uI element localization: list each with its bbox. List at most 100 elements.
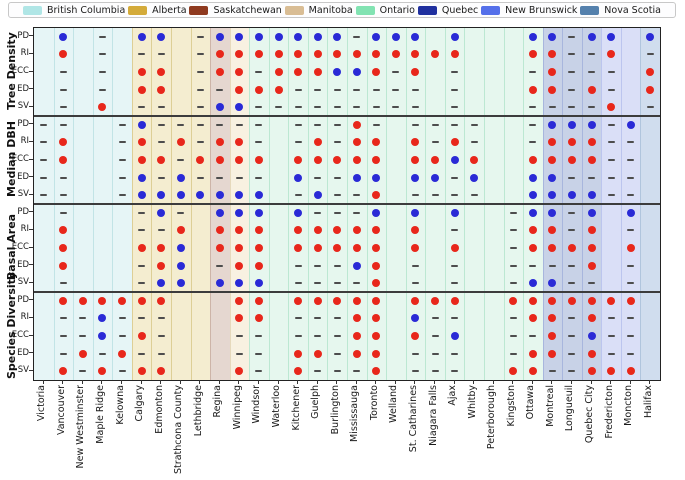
dash-marker: [627, 282, 635, 285]
dot-red: [137, 156, 146, 164]
x-axis-tick: [590, 380, 592, 384]
dash-marker: [353, 194, 361, 197]
metric-group-label-tree-density: Tree Density: [5, 32, 18, 110]
legend-swatch-manitoba: [284, 5, 304, 15]
dot-red: [587, 85, 596, 94]
dash-marker: [451, 176, 459, 179]
dash-marker: [411, 106, 419, 109]
dot-red: [235, 226, 244, 235]
dash-marker: [353, 35, 361, 38]
dot-red: [59, 226, 68, 235]
dash-marker: [353, 211, 361, 214]
dot-blue: [372, 173, 381, 182]
dash-marker: [333, 317, 341, 320]
dot-blue: [137, 120, 146, 129]
x-axis-tick: [297, 380, 299, 384]
legend-item-saskatchewan: Saskatchewan: [189, 5, 282, 16]
dot-red: [157, 261, 166, 270]
x-axis-tick: [473, 380, 475, 384]
dot-red: [411, 332, 420, 340]
dot-red: [294, 50, 303, 59]
dot-blue: [294, 208, 303, 217]
dot-red: [59, 296, 68, 305]
dot-blue: [548, 208, 557, 217]
dash-marker: [627, 141, 635, 144]
dash-marker: [627, 264, 635, 267]
dot-blue: [587, 32, 596, 41]
x-axis-tick: [62, 380, 64, 384]
x-axis-tick: [434, 380, 436, 384]
dot-red: [528, 156, 537, 164]
dash-marker: [509, 211, 517, 214]
dash-marker: [529, 264, 537, 267]
dash-marker: [255, 141, 263, 144]
x-tick-label-victoria: Victoria: [36, 385, 48, 422]
legend-label: Nova Scotia: [604, 4, 661, 16]
dash-marker: [411, 282, 419, 285]
dash-marker: [196, 88, 204, 91]
dot-red: [528, 349, 537, 358]
dash-marker: [196, 53, 204, 56]
dot-red: [528, 314, 537, 323]
dot-red: [313, 68, 322, 76]
dash-marker: [196, 71, 204, 73]
dot-red: [411, 50, 420, 59]
plot-area: [33, 27, 661, 381]
dash-marker: [451, 229, 459, 232]
dot-blue: [294, 32, 303, 41]
dash-marker: [118, 123, 126, 126]
dot-red: [235, 296, 244, 305]
dash-marker: [333, 123, 341, 126]
dash-marker: [314, 123, 322, 126]
dash-marker: [157, 352, 165, 355]
dot-red: [372, 191, 381, 200]
dash-marker: [451, 88, 459, 91]
dot-blue: [157, 208, 166, 217]
row-label-median-dbh-sv: SV: [17, 189, 29, 200]
dash-marker: [59, 211, 67, 214]
row-label-basal-area-pd: PD: [17, 206, 29, 217]
x-tick-label-welland: Welland: [388, 385, 400, 423]
dash-marker: [177, 159, 185, 161]
dash-marker: [138, 352, 146, 355]
dot-red: [587, 156, 596, 164]
dash-marker: [607, 71, 615, 73]
dot-blue: [587, 120, 596, 129]
x-axis-tick: [277, 380, 279, 384]
dot-red: [235, 85, 244, 94]
dash-marker: [333, 370, 341, 373]
x-tick-label-moncton: Moncton: [623, 385, 635, 426]
dot-blue: [215, 103, 224, 112]
y-axis-tick: [29, 35, 33, 37]
dot-red: [548, 296, 557, 305]
dot-red: [372, 367, 381, 376]
dot-red: [157, 244, 166, 252]
dot-red: [157, 296, 166, 305]
dash-marker: [568, 352, 576, 355]
x-tick-label-niagara-falls: Niagara Falls: [427, 385, 439, 446]
dash-marker: [157, 141, 165, 144]
dash-marker: [392, 71, 400, 73]
dash-marker: [59, 176, 67, 179]
dash-marker: [294, 123, 302, 126]
dash-marker: [138, 282, 146, 285]
dash-marker: [118, 194, 126, 197]
dot-red: [215, 156, 224, 164]
x-axis-tick: [121, 380, 123, 384]
dot-red: [196, 156, 205, 164]
dot-blue: [431, 173, 440, 182]
dot-blue: [333, 32, 342, 41]
dot-red: [137, 296, 146, 305]
dot-red: [352, 314, 361, 323]
dash-marker: [431, 141, 439, 144]
dot-blue: [137, 191, 146, 200]
dash-marker: [235, 335, 243, 337]
dot-red: [587, 314, 596, 323]
dot-red: [254, 244, 263, 252]
dot-red: [528, 296, 537, 305]
dot-red: [235, 314, 244, 323]
dash-marker: [607, 159, 615, 161]
dot-red: [294, 367, 303, 376]
dash-marker: [216, 264, 224, 267]
